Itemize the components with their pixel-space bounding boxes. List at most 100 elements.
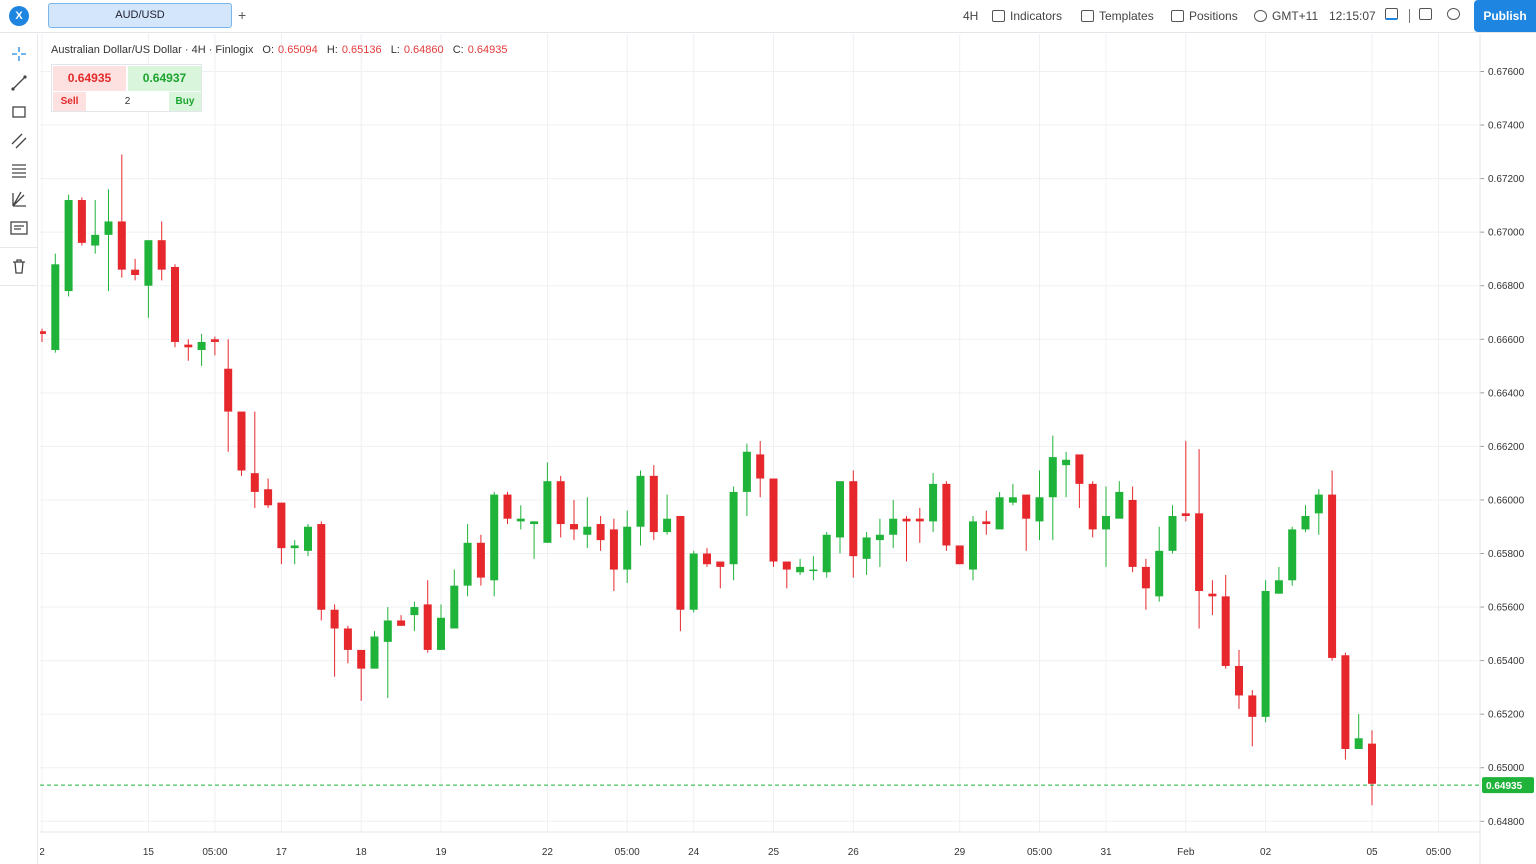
- open-label: O:: [262, 44, 275, 56]
- open-value: 0.65094: [278, 44, 318, 56]
- sell-price[interactable]: 0.64935: [53, 66, 126, 91]
- candle-body: [663, 518, 672, 533]
- candle-body: [915, 518, 924, 522]
- candle-body: [982, 521, 991, 525]
- candle-body: [583, 526, 592, 535]
- time-tick-label: 18: [356, 847, 368, 858]
- candle-body: [729, 491, 738, 565]
- candle-body: [1088, 483, 1097, 530]
- time-tick-label: 05:00: [202, 847, 227, 858]
- candlestick-chart[interactable]: 0.67600 0.67400 0.67200 0.67000 0.66800 0.666…: [40, 34, 1536, 864]
- candle-body: [1008, 497, 1017, 503]
- legend-title: Australian Dollar/US Dollar · 4H · Finlo…: [51, 44, 254, 56]
- positions-button[interactable]: Positions: [1171, 8, 1238, 24]
- price-tick-label: 0.67400: [1488, 121, 1525, 132]
- buy-price[interactable]: 0.64937: [128, 66, 201, 91]
- last-price-label: 0.64935: [1486, 781, 1523, 792]
- candle-body: [623, 526, 632, 570]
- candle-body: [1368, 743, 1376, 784]
- candle-body: [51, 264, 60, 350]
- rectangle-icon[interactable]: [9, 102, 29, 122]
- quantity-input[interactable]: 2: [124, 96, 131, 107]
- candle-body: [463, 542, 472, 586]
- crosshair-icon[interactable]: [9, 44, 29, 64]
- sell-button[interactable]: Sell: [53, 92, 86, 111]
- globe-icon: [1254, 10, 1267, 22]
- candle-body: [1341, 655, 1350, 749]
- candle-body: [1168, 516, 1177, 551]
- candle-body: [1062, 459, 1071, 466]
- text-note-icon[interactable]: [9, 218, 29, 238]
- templates-icon: [1081, 10, 1094, 22]
- candle-body: [131, 269, 140, 276]
- fib-levels-icon[interactable]: [9, 160, 29, 180]
- candle-body: [77, 200, 86, 243]
- candle-body: [437, 617, 445, 650]
- candle-body: [1314, 494, 1323, 514]
- price-tick-label: 0.65400: [1488, 656, 1525, 667]
- close-label: C:: [452, 44, 464, 56]
- time-tick-label: 17: [276, 847, 288, 858]
- chart-legend: Australian Dollar/US Dollar · 4H · Finlo…: [51, 44, 507, 56]
- positions-icon: [1171, 10, 1184, 22]
- candle-body: [250, 473, 259, 492]
- buy-button[interactable]: Buy: [169, 92, 201, 111]
- layout-button[interactable]: [1419, 8, 1432, 20]
- trendline-icon[interactable]: [9, 73, 29, 93]
- candle-body: [210, 339, 219, 342]
- time-tick-label: 05:00: [1426, 847, 1451, 858]
- candle-body: [370, 636, 379, 669]
- candle-body: [1288, 529, 1297, 581]
- symbol-tab[interactable]: AUD/USD: [48, 3, 232, 28]
- price-chart[interactable]: 0.67600 0.67400 0.67200 0.67000 0.66800 0.666…: [40, 34, 1536, 864]
- high-value: 0.65136: [341, 44, 382, 56]
- candle-body: [117, 221, 126, 270]
- channel-icon[interactable]: [9, 131, 29, 151]
- candle-body: [1221, 596, 1230, 666]
- publish-button[interactable]: Publish: [1474, 0, 1536, 32]
- timezone-button[interactable]: GMT+11: [1254, 8, 1318, 24]
- pitchfork-icon[interactable]: [9, 189, 29, 209]
- indicators-button[interactable]: Indicators: [992, 8, 1062, 24]
- app-logo-icon[interactable]: X: [9, 6, 29, 26]
- screenshot-button[interactable]: [1385, 8, 1398, 20]
- templates-button[interactable]: Templates: [1081, 8, 1154, 24]
- candle-body: [184, 344, 193, 348]
- candle-body: [530, 521, 539, 525]
- time-tick-label: 26: [848, 847, 860, 858]
- price-tick-label: 0.66000: [1488, 495, 1525, 506]
- candle-body: [1354, 738, 1363, 749]
- candle-body: [649, 475, 658, 533]
- candle-body: [277, 502, 286, 549]
- timeframe-button[interactable]: 4H: [963, 8, 978, 24]
- clock: 12:15:07: [1329, 8, 1376, 24]
- price-tick-label: 0.66600: [1488, 335, 1525, 346]
- candle-body: [450, 585, 459, 629]
- candle-body: [1248, 695, 1257, 717]
- candle-body: [796, 566, 805, 573]
- candle-body: [703, 553, 711, 565]
- camera-icon: [1385, 8, 1398, 20]
- candle-body: [476, 542, 485, 578]
- last-price-badge: [1482, 777, 1534, 794]
- price-tick-label: 0.64800: [1488, 817, 1525, 828]
- trash-icon[interactable]: [9, 256, 29, 276]
- add-tab-button[interactable]: +: [238, 7, 247, 23]
- candle-body: [889, 518, 898, 535]
- candle-body: [836, 481, 844, 538]
- toolbar-divider: [0, 285, 38, 286]
- candle-body: [490, 494, 499, 581]
- candle-body: [929, 483, 938, 522]
- candle-body: [995, 497, 1004, 530]
- price-tick-label: 0.66200: [1488, 442, 1525, 453]
- candle-body: [1048, 457, 1057, 498]
- settings-button[interactable]: [1447, 8, 1460, 20]
- drawing-toolbar: [0, 34, 38, 864]
- candle-body: [1235, 665, 1243, 696]
- indicators-icon: [992, 10, 1005, 22]
- templates-label: Templates: [1099, 9, 1154, 23]
- candle-body: [503, 494, 512, 519]
- candle-body: [556, 481, 565, 525]
- candle-body: [1035, 497, 1044, 522]
- candle-body: [742, 451, 751, 492]
